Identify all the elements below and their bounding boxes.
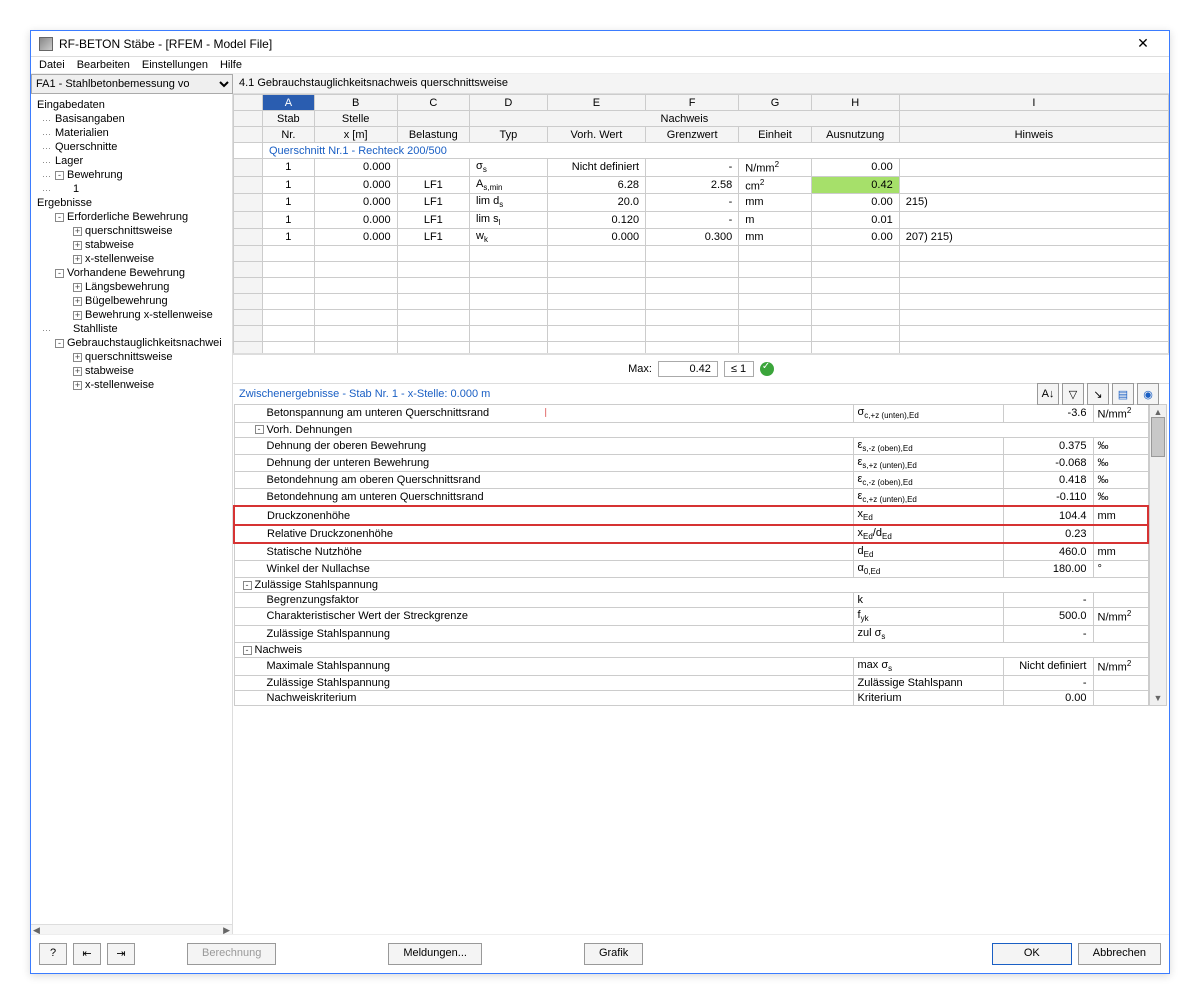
footer: ? ⇤ ⇥ Berechnung Meldungen... Grafik OK … — [31, 934, 1169, 973]
tree-node[interactable]: +stabweise — [37, 238, 226, 252]
app-icon — [39, 37, 53, 51]
detail-title: Zwischenergebnisse - Stab Nr. 1 - x-Stel… — [233, 384, 1169, 404]
window-title: RF-BETON Stäbe - [RFEM - Model File] — [59, 37, 1125, 51]
v-scrollbar[interactable]: ▲▼ — [1149, 404, 1167, 706]
filter-button[interactable]: ▽ — [1062, 383, 1084, 405]
member-button[interactable]: ↘ — [1087, 383, 1109, 405]
main-window: RF-BETON Stäbe - [RFEM - Model File] ✕ D… — [30, 30, 1170, 974]
tree-node[interactable]: ⋯1 — [37, 182, 226, 196]
ok-button[interactable]: OK — [992, 943, 1072, 965]
titlebar: RF-BETON Stäbe - [RFEM - Model File] ✕ — [31, 31, 1169, 57]
tree-node[interactable]: ⋯-Bewehrung — [37, 168, 226, 182]
tree-node[interactable]: -Gebrauchstauglichkeitsnachwei — [37, 336, 226, 350]
ok-icon — [760, 362, 774, 376]
menu-bearbeiten[interactable]: Bearbeiten — [77, 59, 130, 71]
tree-node[interactable]: +x-stellenweise — [37, 378, 226, 392]
tree-node[interactable]: +querschnittsweise — [37, 350, 226, 364]
tree-node[interactable]: -Erforderliche Bewehrung — [37, 210, 226, 224]
tree-node[interactable]: Eingabedaten — [37, 98, 226, 112]
view-button[interactable] — [1137, 383, 1159, 405]
tree-node[interactable]: -Vorhandene Bewehrung — [37, 266, 226, 280]
tree-node[interactable]: ⋯Stahlliste — [37, 322, 226, 336]
tree-node[interactable]: +x-stellenweise — [37, 252, 226, 266]
max-value: 0.42 — [658, 361, 718, 377]
content-panel: ABCDEFGHIStabStelleNachweisNr.x [m]Belas… — [233, 94, 1169, 934]
abbrechen-button[interactable]: Abbrechen — [1078, 943, 1161, 965]
h-scrollbar[interactable]: ◀▶ — [31, 924, 232, 934]
results-grid[interactable]: ABCDEFGHIStabStelleNachweisNr.x [m]Belas… — [233, 94, 1169, 354]
meldungen-button[interactable]: Meldungen... — [388, 943, 482, 965]
grafik-button[interactable]: Grafik — [584, 943, 643, 965]
max-row: Max: 0.42 ≤ 1 — [233, 354, 1169, 383]
close-button[interactable]: ✕ — [1125, 35, 1161, 52]
prev-button[interactable]: ⇤ — [73, 943, 101, 965]
tree-node[interactable]: ⋯Querschnitte — [37, 140, 226, 154]
menu-hilfe[interactable]: Hilfe — [220, 59, 242, 71]
tree-node[interactable]: Ergebnisse — [37, 196, 226, 210]
sort-button[interactable]: A↓ — [1037, 383, 1059, 405]
tree-node[interactable]: +stabweise — [37, 364, 226, 378]
nav-tree[interactable]: Eingabedaten⋯Basisangaben⋯Materialien⋯Qu… — [31, 96, 232, 394]
tree-node[interactable]: +querschnittsweise — [37, 224, 226, 238]
graphic-button[interactable]: ▤ — [1112, 383, 1134, 405]
menubar: Datei Bearbeiten Einstellungen Hilfe — [31, 57, 1169, 74]
section-title: 4.1 Gebrauchstauglichkeitsnachweis quers… — [233, 74, 1169, 94]
grid-toolbar: A↓ ▽ ↘ ▤ — [1037, 383, 1159, 405]
detail-grid[interactable]: Betonspannung am unteren Querschnittsran… — [233, 404, 1149, 706]
tree-node[interactable]: ⋯Lager — [37, 154, 226, 168]
case-dropdown[interactable]: FA1 - Stahlbetonbemessung vo — [31, 74, 233, 94]
next-button[interactable]: ⇥ — [107, 943, 135, 965]
nav-tree-panel: Eingabedaten⋯Basisangaben⋯Materialien⋯Qu… — [31, 94, 233, 934]
tree-node[interactable]: +Bügelbewehrung — [37, 294, 226, 308]
tree-node[interactable]: ⋯Basisangaben — [37, 112, 226, 126]
tree-node[interactable]: +Längsbewehrung — [37, 280, 226, 294]
help-button[interactable]: ? — [39, 943, 67, 965]
menu-einstellungen[interactable]: Einstellungen — [142, 59, 208, 71]
tree-node[interactable]: +Bewehrung x-stellenweise — [37, 308, 226, 322]
menu-datei[interactable]: Datei — [39, 59, 65, 71]
max-cond: ≤ 1 — [724, 361, 754, 377]
max-label: Max: — [628, 363, 652, 375]
berechnung-button[interactable]: Berechnung — [187, 943, 276, 965]
tree-node[interactable]: ⋯Materialien — [37, 126, 226, 140]
